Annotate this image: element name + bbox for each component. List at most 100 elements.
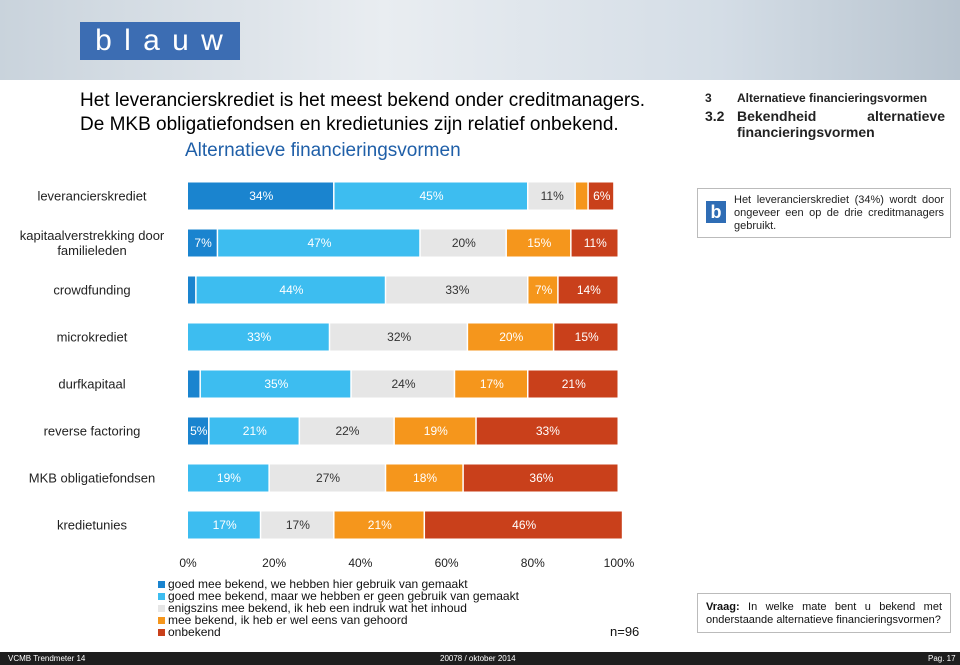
- nav-section: Alternatieve financieringsvormen: [737, 91, 928, 105]
- bar-segment: [261, 511, 334, 539]
- legend-label: goed mee bekend, we hebben hier gebruik …: [168, 577, 468, 591]
- legend-swatch: [158, 605, 165, 612]
- bar-segment: [394, 417, 476, 445]
- bar-segment: [528, 182, 575, 210]
- data-label: 7%: [535, 283, 553, 297]
- bar-segment: [188, 417, 209, 445]
- bar-segment: [588, 182, 614, 210]
- bar-segment: [300, 417, 394, 445]
- category-label: kredietunies: [56, 517, 128, 533]
- info-icon: b: [706, 201, 726, 223]
- legend-swatch: [158, 617, 165, 624]
- bar-segment: [188, 229, 217, 257]
- category-label: leverancierskrediet: [37, 188, 147, 204]
- bar-segment: [188, 464, 269, 492]
- data-label: 33%: [536, 424, 560, 438]
- data-label: 46%: [512, 518, 536, 532]
- data-label: 33%: [247, 330, 271, 344]
- category-label: MKB obligatiefondsen: [28, 470, 156, 486]
- data-label: 5%: [190, 424, 208, 438]
- bar-segment: [196, 276, 385, 304]
- data-label: 22%: [335, 424, 359, 438]
- footer-right: Pag. 17: [928, 654, 956, 663]
- x-tick-label: 0%: [179, 556, 197, 570]
- data-label: 36%: [529, 471, 553, 485]
- bar-segment: [463, 464, 618, 492]
- data-label: 18%: [413, 471, 437, 485]
- bar-segment: [188, 511, 260, 539]
- data-label: 17%: [286, 518, 310, 532]
- bar-segment: [188, 182, 334, 210]
- nav-subsection-number: 3.2: [705, 108, 725, 124]
- data-label: 15%: [527, 236, 551, 250]
- bar-segment: [506, 229, 571, 257]
- legend-label: onbekend: [168, 625, 221, 639]
- nav-subsection-title: Bekendheid alternatieve financieringsvor…: [737, 108, 945, 140]
- category-label: crowdfunding: [53, 282, 131, 298]
- data-label: 20%: [452, 236, 476, 250]
- bar-segment: [425, 511, 622, 539]
- nav-subsection: 3.2 Bekendheid alternatieve financiering…: [705, 108, 945, 140]
- footer: VCMB Trendmeter 14 20078 / oktober 2014 …: [0, 652, 960, 665]
- chart-title: Alternatieve financieringsvormen: [185, 140, 461, 161]
- data-label: 44%: [279, 283, 303, 297]
- data-label: 17%: [213, 518, 237, 532]
- data-label: 32%: [387, 330, 411, 344]
- data-label: 19%: [217, 471, 241, 485]
- logo: b l a u w: [80, 22, 240, 60]
- data-label: 45%: [419, 189, 443, 203]
- bar-segment: [528, 276, 558, 304]
- data-label: 11%: [541, 189, 564, 203]
- bar-segment: [209, 417, 299, 445]
- data-label: 11%: [584, 236, 607, 250]
- category-label: kapitaalverstrekking door familieleden: [19, 228, 165, 258]
- data-label: 24%: [391, 377, 415, 391]
- data-label: 17%: [480, 377, 504, 391]
- category-label: microkrediet: [56, 329, 128, 345]
- data-label: 15%: [575, 330, 599, 344]
- bar-segment: [218, 229, 420, 257]
- question-label: Vraag:: [706, 601, 740, 613]
- question-box: Vraag: In welke mate bent u bekend met o…: [697, 593, 951, 633]
- legend-label: enigszins mee bekend, ik heb een indruk …: [168, 601, 467, 615]
- bar-segment: [468, 323, 553, 351]
- bar-segment: [188, 370, 200, 398]
- data-label: 47%: [307, 236, 331, 250]
- data-label: 35%: [264, 377, 288, 391]
- sample-size: n=96: [610, 624, 640, 639]
- bar-segment: [200, 370, 351, 398]
- headline: De MKB obligatiefondsen en kredietunies …: [80, 114, 619, 135]
- headline: Het leverancierskrediet is het meest bek…: [80, 90, 646, 111]
- legend-label: goed mee bekend, maar we hebben er geen …: [168, 589, 520, 603]
- bar-segment: [188, 276, 196, 304]
- footer-center: 20078 / oktober 2014: [440, 654, 516, 663]
- bar-segment: [334, 511, 424, 539]
- info-text: Het leverancierskrediet (34%) wordt door…: [734, 194, 944, 232]
- data-label: 20%: [499, 330, 523, 344]
- data-label: 19%: [424, 424, 448, 438]
- x-tick-label: 20%: [262, 556, 286, 570]
- legend-swatch: [158, 593, 165, 600]
- legend-swatch: [158, 581, 165, 588]
- legend-label: mee bekend, ik heb er wel eens van gehoo…: [168, 613, 408, 627]
- bar-segment: [386, 276, 527, 304]
- x-tick-label: 60%: [435, 556, 459, 570]
- bar-segment: [351, 370, 454, 398]
- data-label: 21%: [562, 377, 586, 391]
- data-label: 6%: [593, 189, 611, 203]
- data-label: 27%: [316, 471, 340, 485]
- bar-segment: [420, 229, 506, 257]
- x-tick-label: 40%: [348, 556, 372, 570]
- data-label: 21%: [368, 518, 392, 532]
- data-label: 21%: [243, 424, 267, 438]
- bar-segment: [476, 417, 618, 445]
- question-text: In welke mate bent u bekend met ondersta…: [706, 601, 943, 626]
- data-label: 34%: [249, 189, 273, 203]
- nav-section-number: 3: [705, 91, 712, 105]
- bar-segment: [330, 323, 467, 351]
- data-label: 33%: [445, 283, 469, 297]
- info-box: b Het leverancierskrediet (34%) wordt do…: [697, 188, 951, 238]
- bar-segment: [575, 182, 588, 210]
- x-tick-label: 80%: [521, 556, 545, 570]
- data-label: 7%: [194, 236, 212, 250]
